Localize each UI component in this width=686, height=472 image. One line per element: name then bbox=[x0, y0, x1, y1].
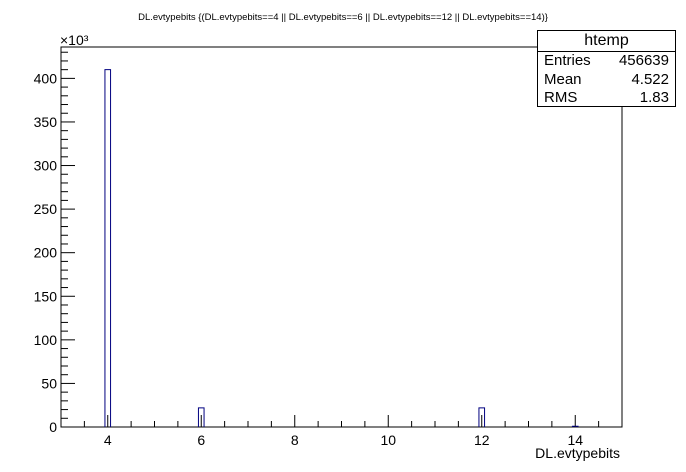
chart-title: DL.evtypebits {(DL.evtypebits==4 || DL.e… bbox=[138, 12, 548, 23]
y-tick-label: 250 bbox=[34, 201, 58, 217]
y-tick-label: 50 bbox=[41, 375, 57, 391]
x-tick-label: 6 bbox=[197, 432, 205, 448]
x-tick-label: 8 bbox=[291, 432, 299, 448]
y-tick-label: 0 bbox=[49, 419, 57, 435]
y-multiplier-label: ×10³ bbox=[60, 32, 89, 48]
y-tick-label: 300 bbox=[34, 158, 58, 174]
histogram-bar bbox=[197, 407, 205, 427]
histogram-bar bbox=[571, 425, 579, 427]
y-tick-label: 350 bbox=[34, 114, 58, 130]
y-tick-label: 150 bbox=[34, 288, 58, 304]
x-tick-label: 10 bbox=[380, 432, 396, 448]
y-axis: 0 50 100 150 200 250 300 350 400 bbox=[34, 51, 75, 435]
x-tick-label: 12 bbox=[474, 432, 490, 448]
stats-row-entries: Entries 456639 bbox=[538, 52, 675, 71]
y-tick-label: 400 bbox=[34, 70, 58, 86]
stats-title: htemp bbox=[538, 31, 675, 52]
stats-value: 1.83 bbox=[639, 89, 669, 106]
stats-box: htemp Entries 456639 Mean 4.522 RMS 1.83 bbox=[537, 30, 676, 107]
y-tick-label: 200 bbox=[34, 245, 58, 261]
x-axis: 4 6 8 10 12 14 bbox=[60, 415, 623, 448]
x-tick-label: 4 bbox=[104, 432, 112, 448]
x-axis-label: DL.evtypebits bbox=[535, 445, 620, 461]
stats-row-mean: Mean 4.522 bbox=[538, 71, 675, 90]
stats-label: Entries bbox=[544, 52, 591, 69]
stats-label: RMS bbox=[544, 89, 578, 106]
stats-label: Mean bbox=[544, 70, 582, 88]
x-tick-label: 14 bbox=[567, 432, 583, 448]
stats-value: 4.522 bbox=[631, 70, 669, 88]
stats-row-rms: RMS 1.83 bbox=[538, 89, 675, 108]
histogram-bars bbox=[104, 69, 579, 427]
stats-value: 456639 bbox=[618, 52, 669, 69]
histogram-bar bbox=[478, 407, 486, 427]
y-tick-label: 100 bbox=[34, 332, 58, 348]
histogram-bar bbox=[104, 69, 112, 427]
